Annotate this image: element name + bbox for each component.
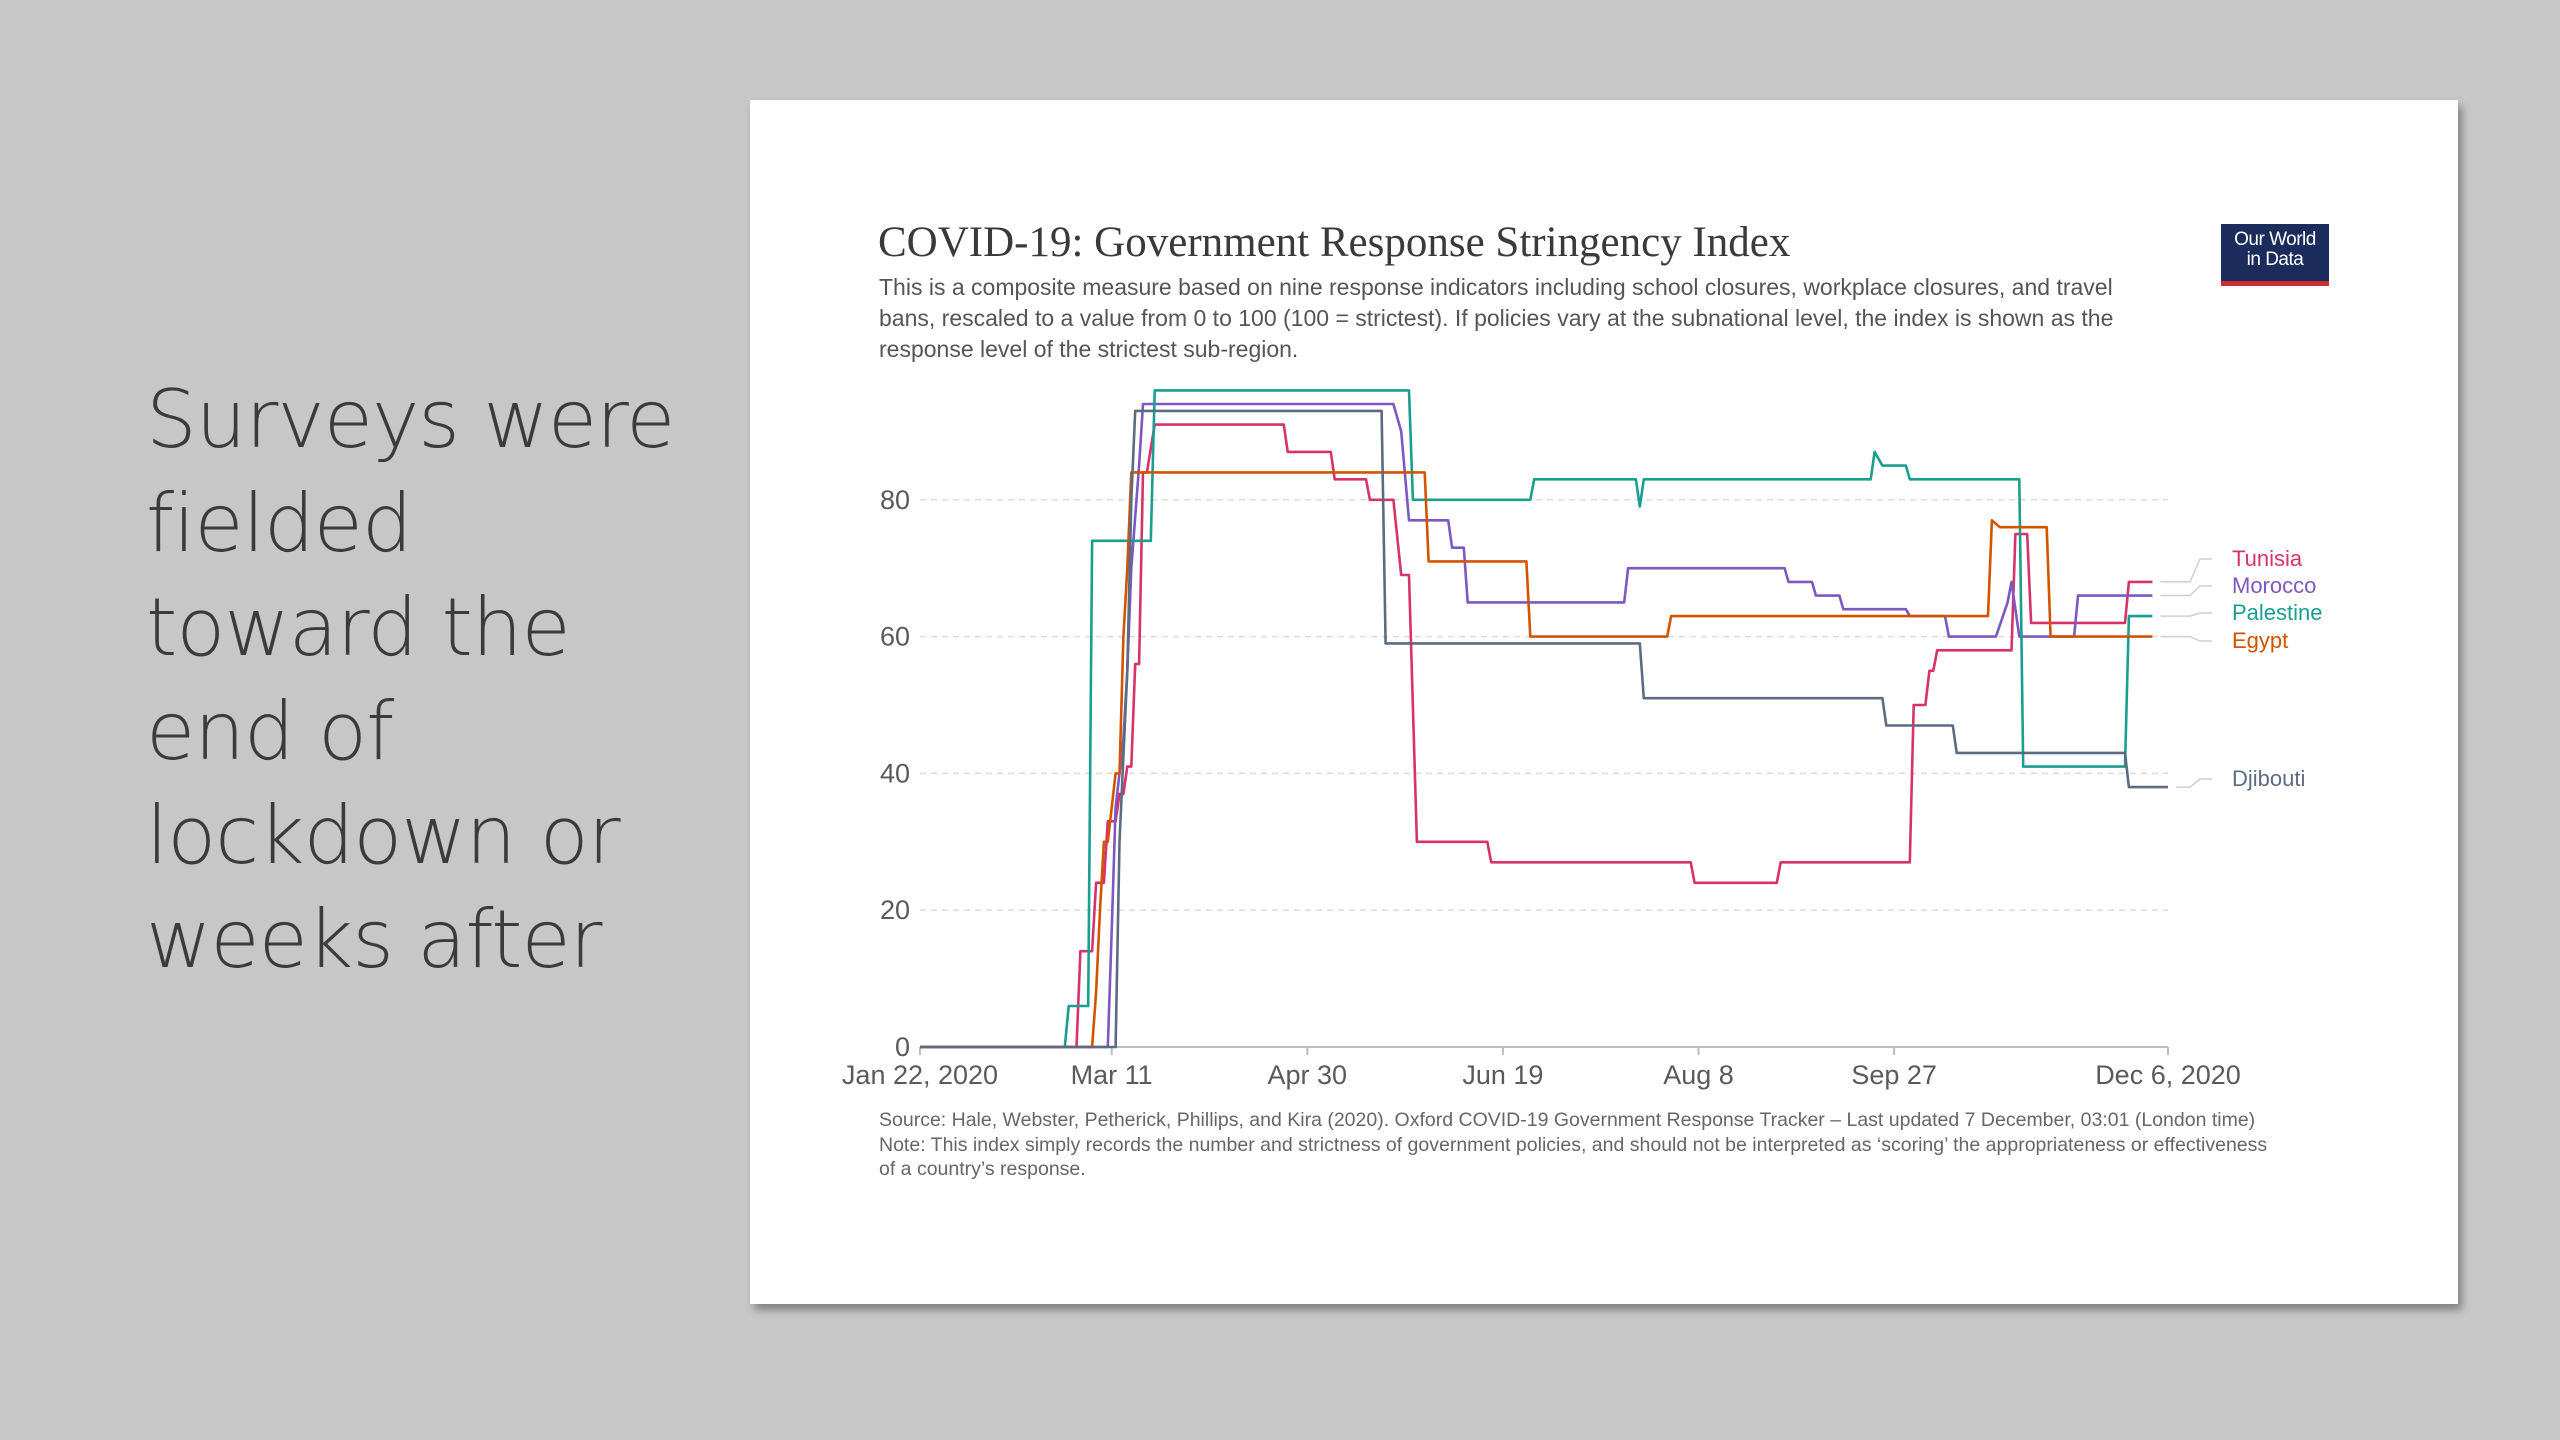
x-tick-label: Mar 11 xyxy=(1071,1060,1153,1090)
series-line-egypt xyxy=(920,471,2153,1049)
slide-text-line: weeks after xyxy=(146,893,603,986)
y-tick-label: 20 xyxy=(880,895,910,925)
legend-label-morocco: Morocco xyxy=(2232,573,2316,598)
x-tick-label: Jan 22, 2020 xyxy=(842,1060,998,1090)
logo-text-line1: Our World xyxy=(2234,229,2316,250)
legend-leader-line xyxy=(2176,778,2212,788)
slide-text-line: toward the xyxy=(146,581,571,674)
chart-note: Note: This index simply records the numb… xyxy=(879,1133,2268,1181)
source-and-note: Source: Hale, Webster, Petherick, Philli… xyxy=(879,1108,2279,1182)
series-line-palestine xyxy=(920,389,2153,1049)
legend-leader-line xyxy=(2160,558,2212,583)
slide-text-line: lockdown or xyxy=(146,789,621,882)
x-tick-label: Dec 6, 2020 xyxy=(2095,1060,2241,1090)
series-line-djibouti xyxy=(920,409,2168,1049)
legend-label-palestine: Palestine xyxy=(2232,600,2323,625)
x-tick-label: Apr 30 xyxy=(1268,1060,1348,1090)
legend-leader-line xyxy=(2160,635,2212,642)
slide-body-text: Surveys were fielded toward the end of l… xyxy=(146,368,706,992)
chart-subtitle: This is a composite measure based on nin… xyxy=(879,274,2114,362)
legend-leader-line xyxy=(2160,612,2212,617)
logo-text-line2: in Data xyxy=(2246,249,2304,270)
series-line-tunisia xyxy=(920,423,2153,1049)
legend-label-djibouti: Djibouti xyxy=(2232,766,2305,791)
y-tick-label: 40 xyxy=(880,758,910,788)
chart-card: COVID-19: Government Response Stringency… xyxy=(750,100,2458,1304)
owid-logo[interactable]: Our World in Data xyxy=(2221,224,2329,286)
x-tick-label: Aug 8 xyxy=(1663,1060,1734,1090)
y-tick-label: 60 xyxy=(880,622,910,652)
slide-text-line: Surveys were xyxy=(146,373,675,466)
y-tick-label: 0 xyxy=(895,1032,910,1062)
line-chart: 0 20 40 60 80 Jan 22, 2020 Mar 11 Apr 30 Jun 19 A… xyxy=(842,389,2323,1090)
slide-text-line: fielded xyxy=(146,477,413,570)
y-tick-label: 80 xyxy=(880,485,910,515)
legend-label-egypt: Egypt xyxy=(2232,628,2288,653)
legend-leader-line xyxy=(2160,585,2212,597)
x-tick-label: Sep 27 xyxy=(1851,1060,1937,1090)
chart-title: COVID-19: Government Response Stringency… xyxy=(878,219,1791,266)
legend-label-tunisia: Tunisia xyxy=(2232,546,2303,571)
chart-source: Source: Hale, Webster, Petherick, Philli… xyxy=(879,1109,2256,1131)
slide-text-line: end of xyxy=(146,685,394,778)
x-tick-label: Jun 19 xyxy=(1462,1060,1543,1090)
